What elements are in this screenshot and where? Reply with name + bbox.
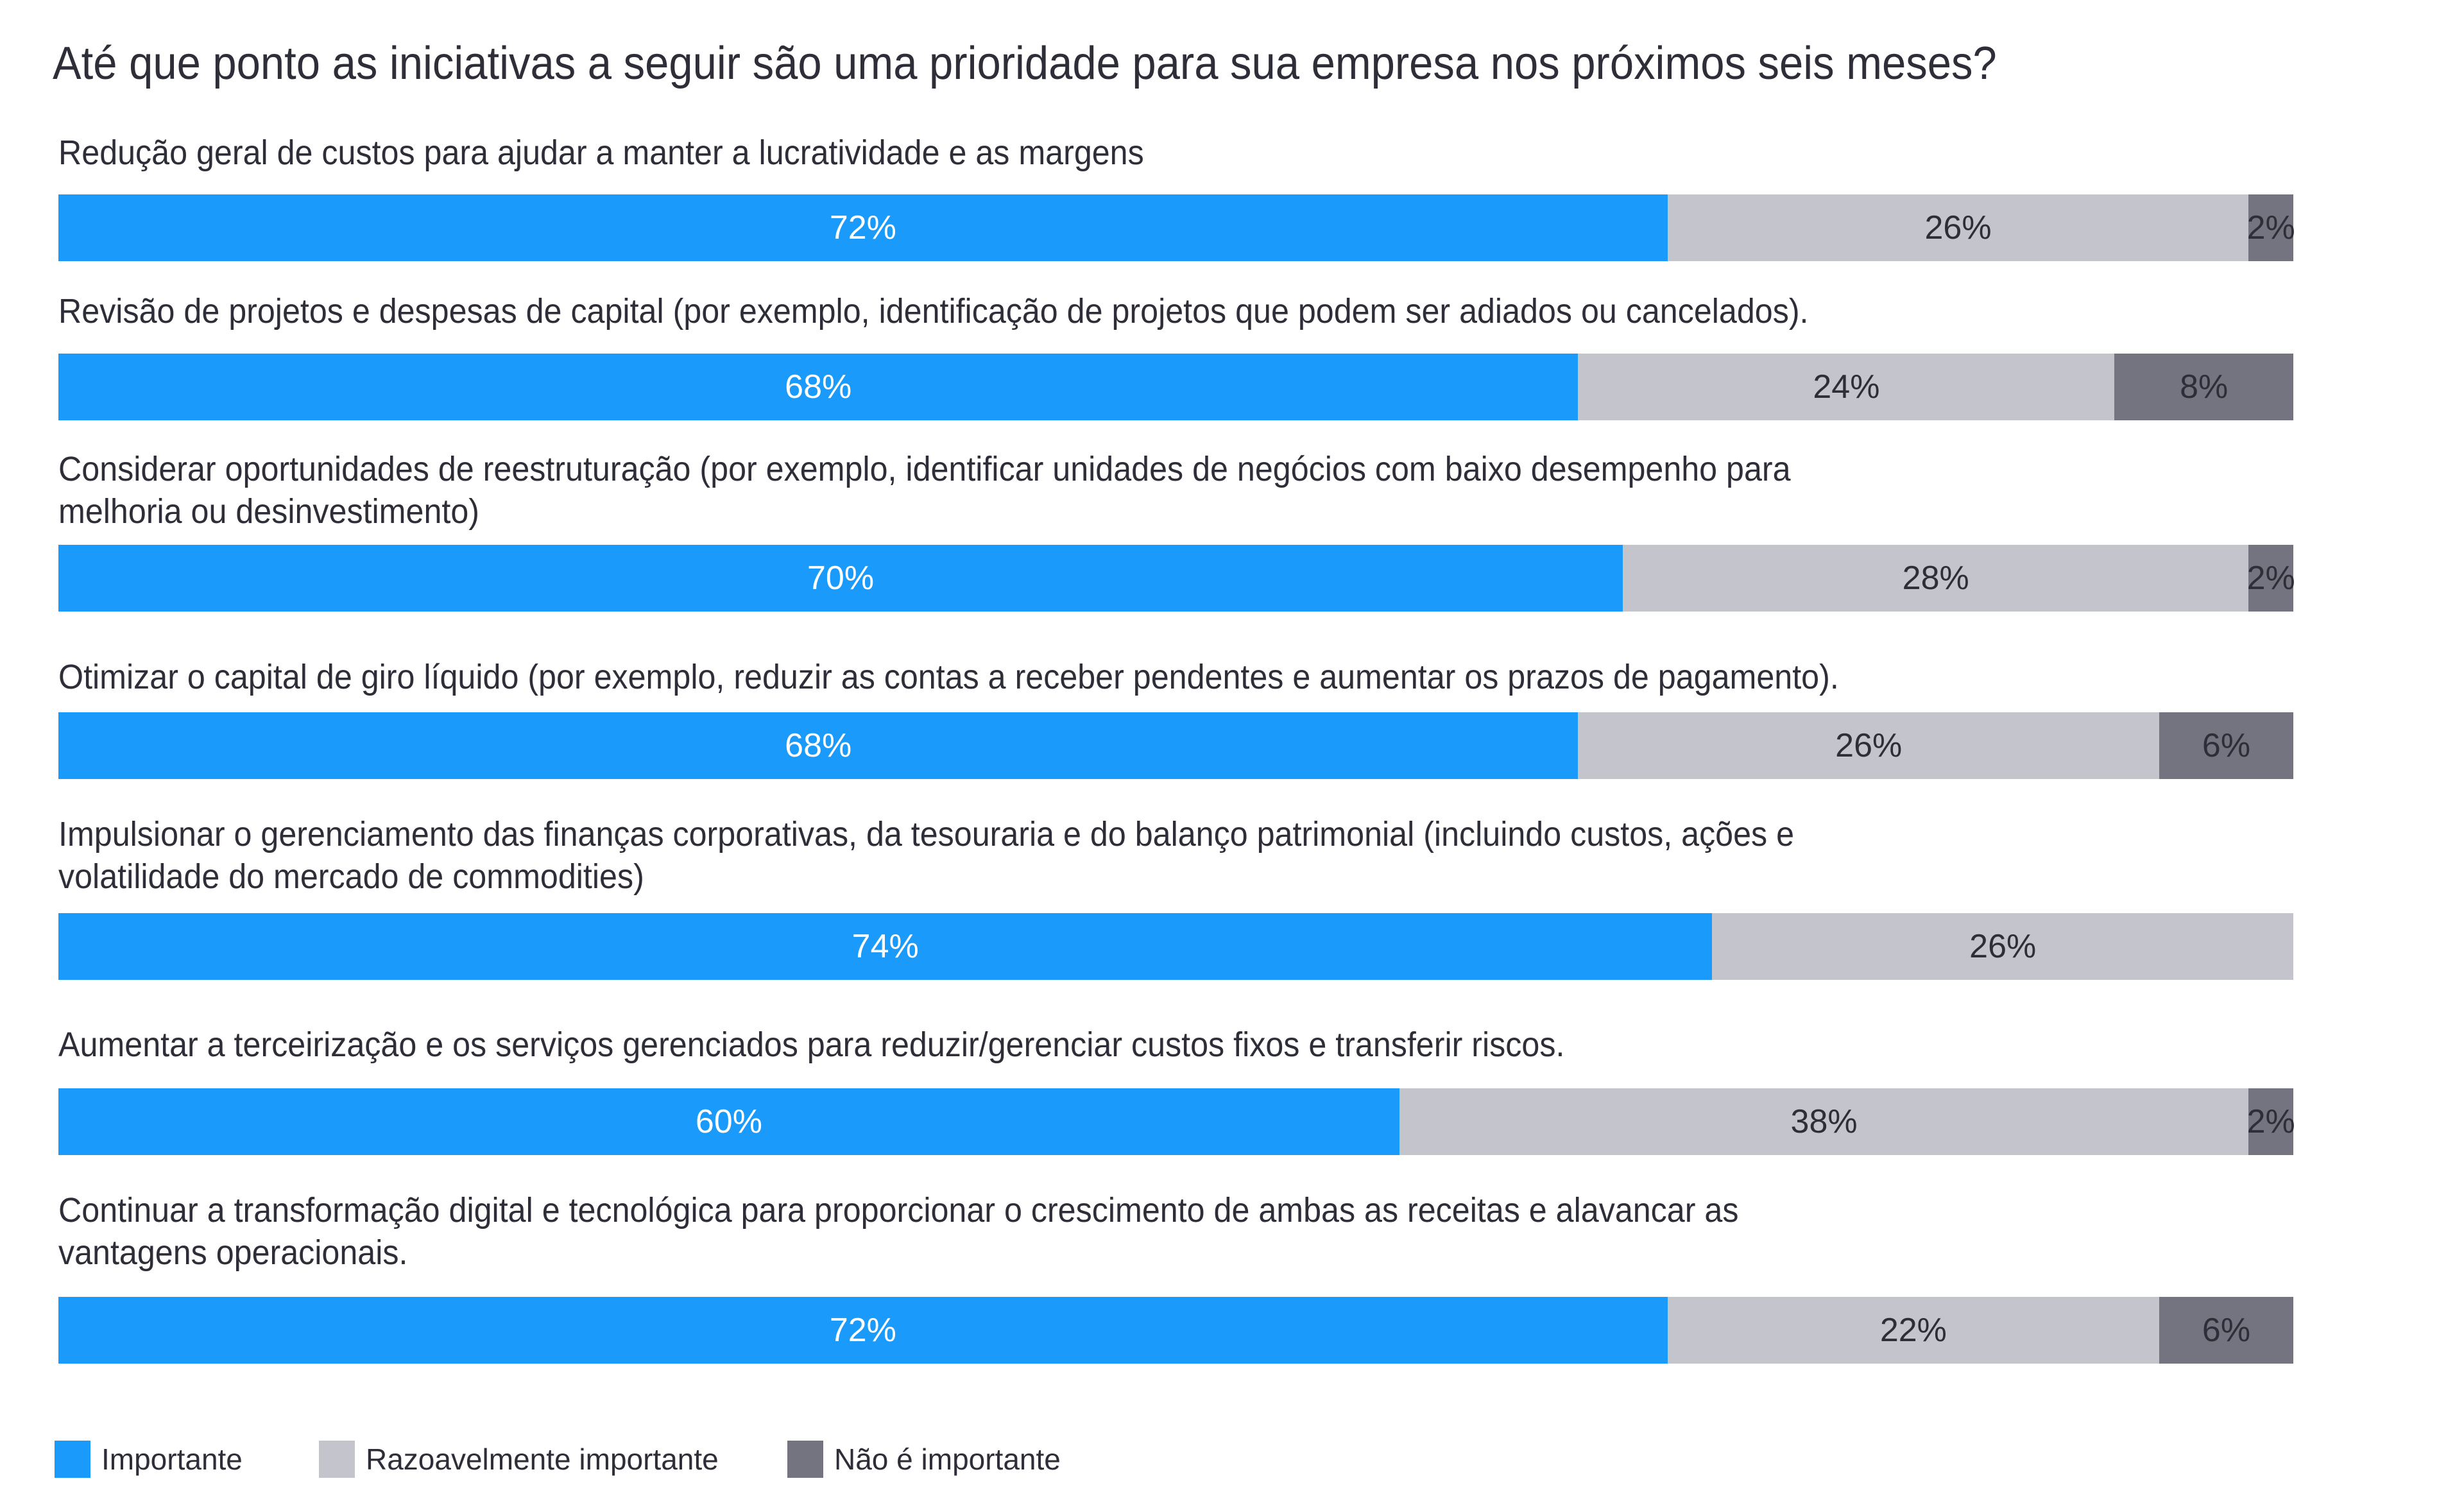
bar-segment-razoavelmente-importante	[1712, 913, 2293, 980]
stacked-bar: 72% 26% 2%	[58, 194, 2295, 261]
bar-segment-razoavelmente-importante	[1399, 1088, 2249, 1155]
category-label: Redução geral de custos para ajudar a ma…	[58, 133, 1144, 172]
data-label-razoavelmente-importante: 22%	[1879, 1312, 1947, 1349]
bar-segment-nao-e-importante	[2248, 545, 2293, 612]
bar-segment-importante	[58, 712, 1579, 779]
bar-segment-nao-e-importante	[2248, 194, 2293, 261]
bar-segment-nao-e-importante	[2114, 354, 2293, 420]
bar-segment-razoavelmente-importante	[1578, 712, 2160, 779]
data-label-nao-e-importante: 8%	[2180, 368, 2229, 406]
category-label: Otimizar o capital de giro líquido (por …	[58, 658, 1839, 696]
legend-label-importante: Importante	[101, 1443, 243, 1476]
bar-segment-nao-e-importante	[2159, 712, 2293, 779]
stacked-bar: 60% 38% 2%	[58, 1088, 2295, 1155]
stacked-bar: 68% 26% 6%	[58, 712, 2293, 779]
stacked-bar: 68% 24% 8%	[58, 354, 2293, 420]
data-label-razoavelmente-importante: 26%	[1835, 727, 1903, 764]
data-label-razoavelmente-importante: 26%	[1969, 928, 2037, 965]
bar-segment-razoavelmente-importante	[1578, 354, 2115, 420]
legend-label-razoavelmente-importante: Razoavelmente importante	[366, 1443, 719, 1476]
bar-segment-razoavelmente-importante	[1667, 1297, 2159, 1364]
data-label-nao-e-importante: 6%	[2202, 1312, 2251, 1349]
bar-segment-nao-e-importante	[2248, 1088, 2293, 1155]
bar-segment-importante	[58, 913, 1713, 980]
data-label-importante: 68%	[785, 727, 852, 764]
data-label-importante: 70%	[807, 560, 875, 597]
bar-segment-importante	[58, 545, 1623, 612]
category-label: Considerar oportunidades de reestruturaç…	[58, 450, 1791, 531]
data-label-razoavelmente-importante: 26%	[1924, 209, 1992, 246]
data-label-importante: 74%	[851, 928, 919, 965]
data-label-importante: 72%	[829, 1312, 896, 1349]
data-label-importante: 72%	[829, 209, 896, 246]
data-label-razoavelmente-importante: 24%	[1813, 368, 1880, 406]
bar-segment-razoavelmente-importante	[1623, 545, 2249, 612]
legend-label-nao-importante: Não é importante	[834, 1443, 1061, 1476]
category-label: Revisão de projetos e despesas de capita…	[58, 292, 1809, 330]
category-label: Aumentar a terceirização e os serviços g…	[58, 1025, 1565, 1064]
bar-segment-nao-e-importante	[2159, 1297, 2293, 1364]
data-label-nao-e-importante: 6%	[2202, 727, 2251, 764]
stacked-bar: 72% 22% 6%	[58, 1297, 2293, 1364]
bar-segment-importante	[58, 1297, 1668, 1364]
category-label: Continuar a transformação digital e tecn…	[58, 1191, 1739, 1272]
bar-segment-razoavelmente-importante	[1667, 194, 2249, 261]
stacked-bar: 74% 26%	[58, 913, 2293, 980]
bar-segment-importante	[58, 354, 1579, 420]
legend-swatch-razoavelmente-importante	[319, 1441, 355, 1478]
chart-title: Até que ponto as iniciativas a seguir sã…	[53, 38, 1997, 89]
data-label-importante: 68%	[785, 368, 852, 406]
bar-segment-importante	[58, 1088, 1399, 1155]
legend-swatch-nao-importante	[787, 1441, 823, 1478]
data-label-nao-e-importante: 2%	[2246, 209, 2295, 246]
legend-swatch-importante	[55, 1441, 90, 1478]
data-label-nao-e-importante: 2%	[2246, 560, 2295, 597]
bar-segment-importante	[58, 194, 1668, 261]
data-label-importante: 60%	[695, 1103, 762, 1140]
data-label-razoavelmente-importante: 38%	[1790, 1103, 1858, 1140]
data-label-nao-e-importante: 2%	[2246, 1103, 2295, 1140]
stacked-bar: 70% 28% 2%	[58, 545, 2295, 612]
category-label: Impulsionar o gerenciamento das finanças…	[58, 815, 1795, 896]
data-label-razoavelmente-importante: 28%	[1902, 560, 1969, 597]
